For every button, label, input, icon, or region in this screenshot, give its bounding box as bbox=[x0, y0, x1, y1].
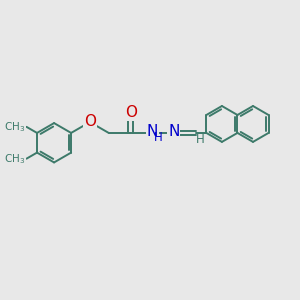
Text: N: N bbox=[168, 124, 179, 139]
Text: CH$_3$: CH$_3$ bbox=[4, 152, 25, 166]
Text: O: O bbox=[84, 114, 96, 129]
Text: H: H bbox=[154, 131, 163, 144]
Text: H: H bbox=[196, 133, 205, 146]
Text: N: N bbox=[146, 124, 158, 139]
Text: CH$_3$: CH$_3$ bbox=[4, 120, 25, 134]
Text: O: O bbox=[125, 105, 137, 120]
